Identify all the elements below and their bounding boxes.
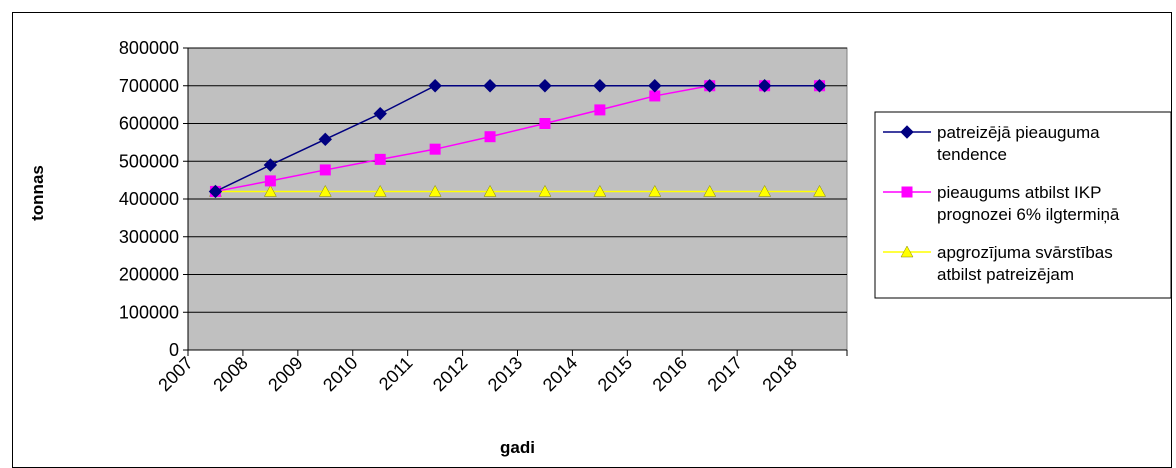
legend-entry: patreizējā pieauguma tendence bbox=[883, 123, 1100, 164]
legend-swatch-marker bbox=[900, 245, 914, 258]
x-tick-label: 2015 bbox=[594, 353, 636, 395]
y-tick-label: 100000 bbox=[119, 302, 179, 322]
x-tick-label: 2013 bbox=[484, 353, 526, 395]
data-point bbox=[594, 104, 606, 116]
data-point bbox=[703, 184, 717, 197]
legend-swatch-marker bbox=[901, 186, 913, 198]
data-point bbox=[373, 106, 387, 121]
legend-label: patreizējā pieauguma bbox=[937, 123, 1100, 142]
data-point bbox=[538, 184, 552, 197]
data-point bbox=[483, 79, 497, 93]
data-point bbox=[318, 184, 332, 197]
data-point bbox=[263, 158, 278, 172]
y-tick-label: 600000 bbox=[119, 114, 179, 134]
x-tick-label: 2017 bbox=[704, 353, 746, 395]
y-tick-label: 400000 bbox=[119, 189, 179, 209]
legend: patreizējā pieauguma tendence pieaugums at… bbox=[874, 111, 1172, 299]
data-point bbox=[812, 79, 827, 93]
data-point bbox=[483, 184, 497, 197]
x-tick-label: 2014 bbox=[539, 353, 581, 395]
legend-swatch-marker bbox=[900, 125, 914, 139]
data-point bbox=[593, 184, 607, 197]
data-point bbox=[319, 164, 331, 176]
legend-entry: pieaugums atbilst IKP prognozei 6% ilgter… bbox=[883, 183, 1120, 224]
chart-frame: 0 100000 200000 300000 400000 500000 600000 700… bbox=[12, 12, 1172, 468]
y-axis-title: tonnas bbox=[28, 165, 47, 221]
x-tick-label: 2008 bbox=[209, 353, 251, 395]
legend-entry: apgrozījuma svārstības atbilst patreizēja… bbox=[883, 243, 1113, 284]
y-tick-label: 800000 bbox=[119, 38, 179, 58]
data-point bbox=[813, 184, 826, 197]
data-point bbox=[538, 79, 552, 93]
x-tick-label: 2012 bbox=[429, 353, 471, 395]
data-point bbox=[428, 184, 442, 197]
x-tick-label: 2009 bbox=[264, 353, 306, 395]
data-point bbox=[318, 132, 332, 147]
data-point bbox=[429, 143, 441, 155]
series-line bbox=[215, 85, 820, 193]
legend-label: atbilst patreizējam bbox=[937, 265, 1074, 284]
x-tick-label: 2010 bbox=[319, 353, 361, 395]
y-tick-label: 300000 bbox=[119, 227, 179, 247]
x-axis-title: gadi bbox=[500, 438, 535, 457]
data-point bbox=[593, 79, 607, 93]
x-tick-label: 2007 bbox=[154, 353, 196, 395]
data-point bbox=[758, 184, 772, 197]
data-point bbox=[374, 153, 386, 165]
legend-label: prognozei 6% ilgtermiņā bbox=[937, 205, 1120, 224]
series-1 bbox=[208, 79, 827, 199]
data-point bbox=[428, 79, 442, 93]
data-point bbox=[373, 184, 387, 197]
legend-label: tendence bbox=[937, 145, 1007, 164]
data-point bbox=[648, 79, 662, 93]
data-point bbox=[648, 184, 662, 197]
y-tick-label: 700000 bbox=[119, 76, 179, 96]
x-tick-label: 2018 bbox=[758, 353, 800, 395]
data-point bbox=[539, 118, 551, 129]
legend-label: pieaugums atbilst IKP bbox=[937, 183, 1101, 202]
y-tick-label: 200000 bbox=[119, 265, 179, 285]
data-point bbox=[208, 184, 223, 199]
x-tick-label: 2011 bbox=[375, 353, 417, 395]
data-point bbox=[264, 175, 276, 187]
legend-box bbox=[874, 111, 1172, 299]
y-tick-label: 0 bbox=[169, 340, 179, 360]
line-chart: 0 100000 200000 300000 400000 500000 600000 700… bbox=[28, 38, 1172, 457]
data-point bbox=[263, 184, 277, 197]
y-tick-label: 500000 bbox=[119, 151, 179, 171]
data-point bbox=[484, 131, 496, 143]
data-point bbox=[757, 79, 772, 93]
x-tick-label: 2016 bbox=[649, 353, 691, 395]
legend-label: apgrozījuma svārstības bbox=[937, 243, 1113, 262]
data-point bbox=[703, 79, 717, 93]
